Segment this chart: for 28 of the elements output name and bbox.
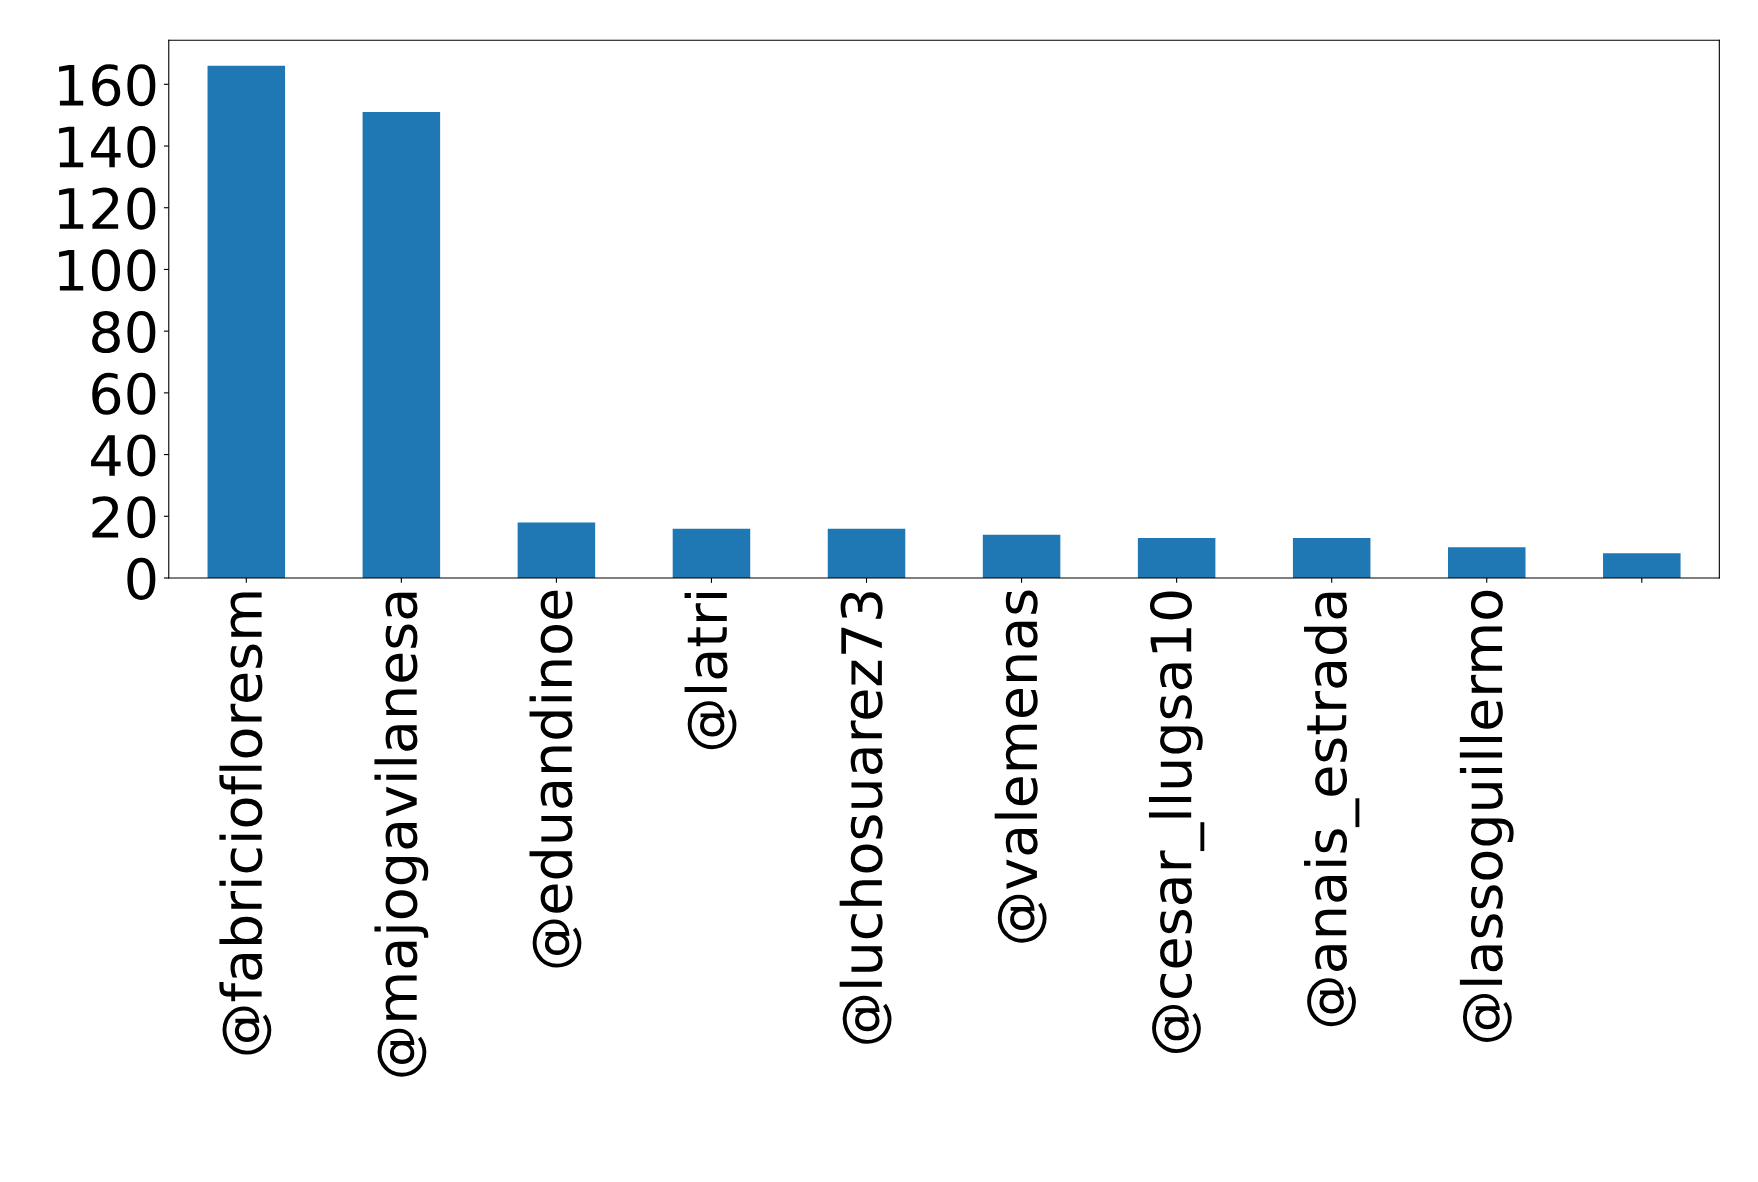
bar <box>1137 537 1216 578</box>
x-tick-label: @cesar_llugsa10 <box>1148 591 1205 1053</box>
x-tick-label: @lassoguillermo <box>1459 590 1514 1042</box>
y-tick-label: 40 <box>91 434 156 477</box>
x-tick-label: @eduandinoe <box>529 590 582 968</box>
x-tick-label: @valemenas <box>994 590 1047 943</box>
bar <box>827 528 906 578</box>
bar <box>1292 537 1371 578</box>
y-tick-label: 100 <box>59 249 156 292</box>
y-tick-label: 160 <box>59 64 156 107</box>
x-tick-label: @latri <box>684 592 737 750</box>
y-tick-label: 20 <box>92 496 156 539</box>
bar <box>1603 553 1681 578</box>
x-tick-label: @majogavilanesa <box>374 592 429 1077</box>
x-tick-label: @anais_estrada <box>1304 592 1360 1027</box>
bar <box>1447 547 1526 578</box>
bar <box>672 528 751 578</box>
bar <box>517 522 596 578</box>
bar <box>207 65 286 578</box>
y-tick-label: 120 <box>59 187 156 230</box>
bar <box>982 534 1061 578</box>
y-tick-label: 80 <box>92 311 156 354</box>
y-tick-label: 140 <box>59 125 156 168</box>
y-tick-label: 60 <box>92 372 156 415</box>
x-tick-label: @luchosuarez73 <box>839 592 892 1044</box>
y-tick-label: 0 <box>127 557 156 600</box>
bar <box>362 112 441 578</box>
x-tick-label: @fabriciofloresm <box>219 592 272 1055</box>
